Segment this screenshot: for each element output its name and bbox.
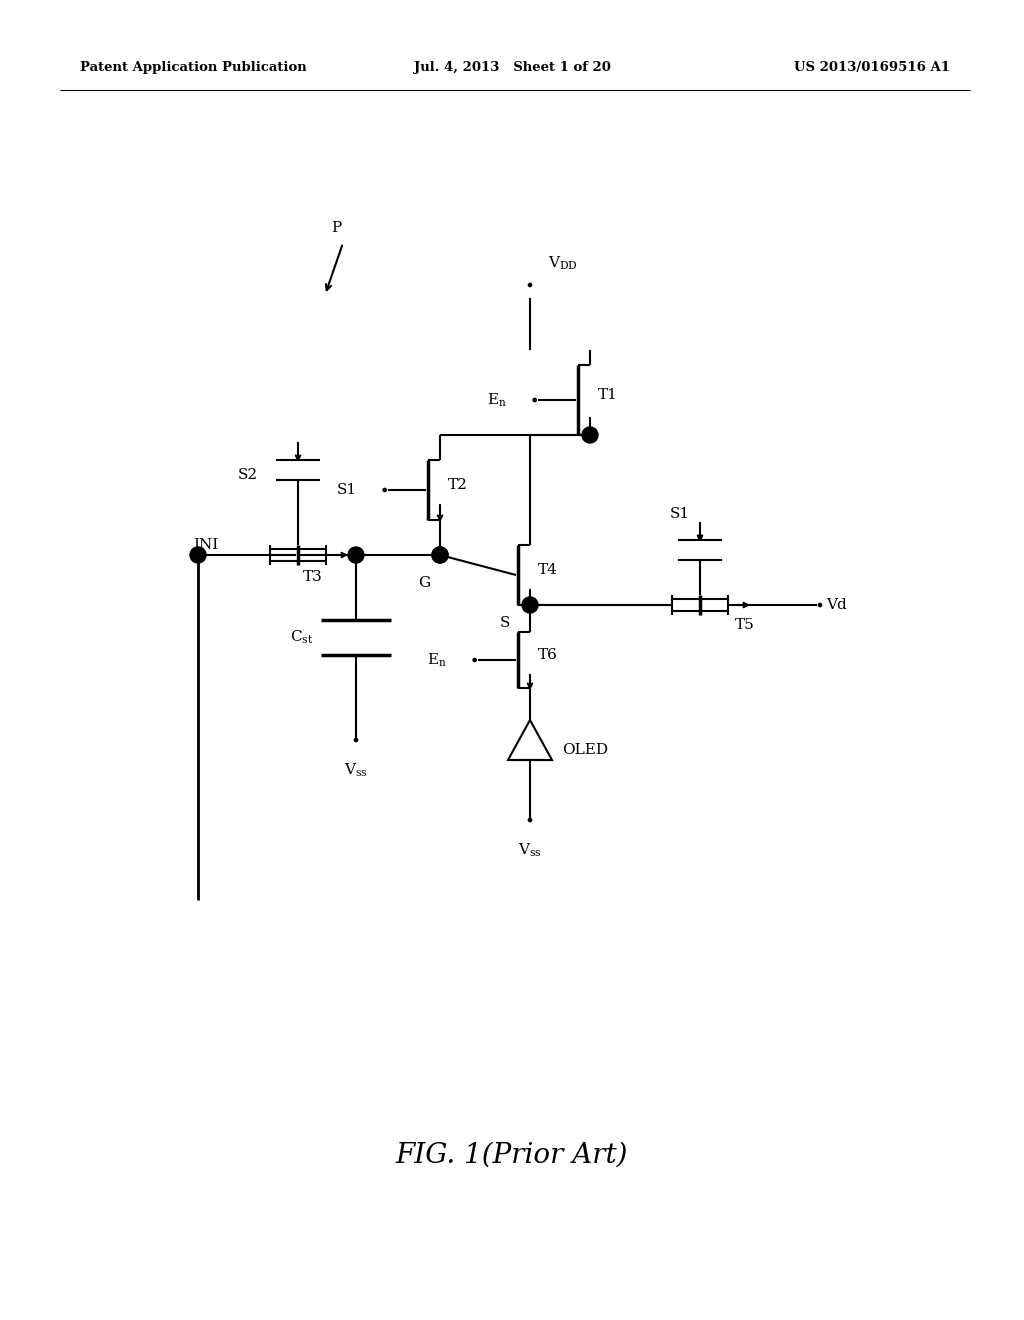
Text: FIG. 1(Prior Art): FIG. 1(Prior Art) <box>395 1142 629 1168</box>
Circle shape <box>348 546 364 564</box>
Circle shape <box>582 426 598 444</box>
Text: V$_{\mathregular{DD}}$: V$_{\mathregular{DD}}$ <box>548 255 578 272</box>
Circle shape <box>432 546 449 564</box>
Circle shape <box>190 546 206 564</box>
Circle shape <box>522 597 538 612</box>
Text: S: S <box>500 616 510 630</box>
Text: Patent Application Publication: Patent Application Publication <box>80 62 307 74</box>
Text: Vd: Vd <box>826 598 847 612</box>
Text: P: P <box>331 220 341 235</box>
Circle shape <box>473 659 476 661</box>
Text: E$_{\mathregular{n}}$: E$_{\mathregular{n}}$ <box>427 651 446 669</box>
Text: T4: T4 <box>538 564 558 577</box>
Text: INI: INI <box>193 539 218 552</box>
Circle shape <box>819 603 821 606</box>
Circle shape <box>354 739 357 742</box>
Text: V$_{\mathregular{ss}}$: V$_{\mathregular{ss}}$ <box>518 841 542 859</box>
Text: T3: T3 <box>303 570 323 583</box>
Text: OLED: OLED <box>562 743 608 756</box>
Text: T6: T6 <box>538 648 558 663</box>
Text: V$_{\mathregular{ss}}$: V$_{\mathregular{ss}}$ <box>344 762 368 779</box>
Text: T1: T1 <box>598 388 617 403</box>
Text: S1: S1 <box>337 483 356 498</box>
Text: G: G <box>418 576 430 590</box>
Circle shape <box>528 818 531 821</box>
Text: US 2013/0169516 A1: US 2013/0169516 A1 <box>794 62 950 74</box>
Text: Jul. 4, 2013   Sheet 1 of 20: Jul. 4, 2013 Sheet 1 of 20 <box>414 62 610 74</box>
Text: C$_{\mathregular{st}}$: C$_{\mathregular{st}}$ <box>290 628 313 647</box>
Circle shape <box>528 284 531 286</box>
Circle shape <box>432 546 449 564</box>
Text: T2: T2 <box>449 478 468 492</box>
Text: T5: T5 <box>735 618 755 632</box>
Circle shape <box>698 536 701 539</box>
Text: E$_{\mathregular{n}}$: E$_{\mathregular{n}}$ <box>487 391 507 409</box>
Circle shape <box>534 399 536 401</box>
Text: S2: S2 <box>238 469 258 482</box>
Circle shape <box>383 488 386 491</box>
Text: S1: S1 <box>670 507 690 520</box>
